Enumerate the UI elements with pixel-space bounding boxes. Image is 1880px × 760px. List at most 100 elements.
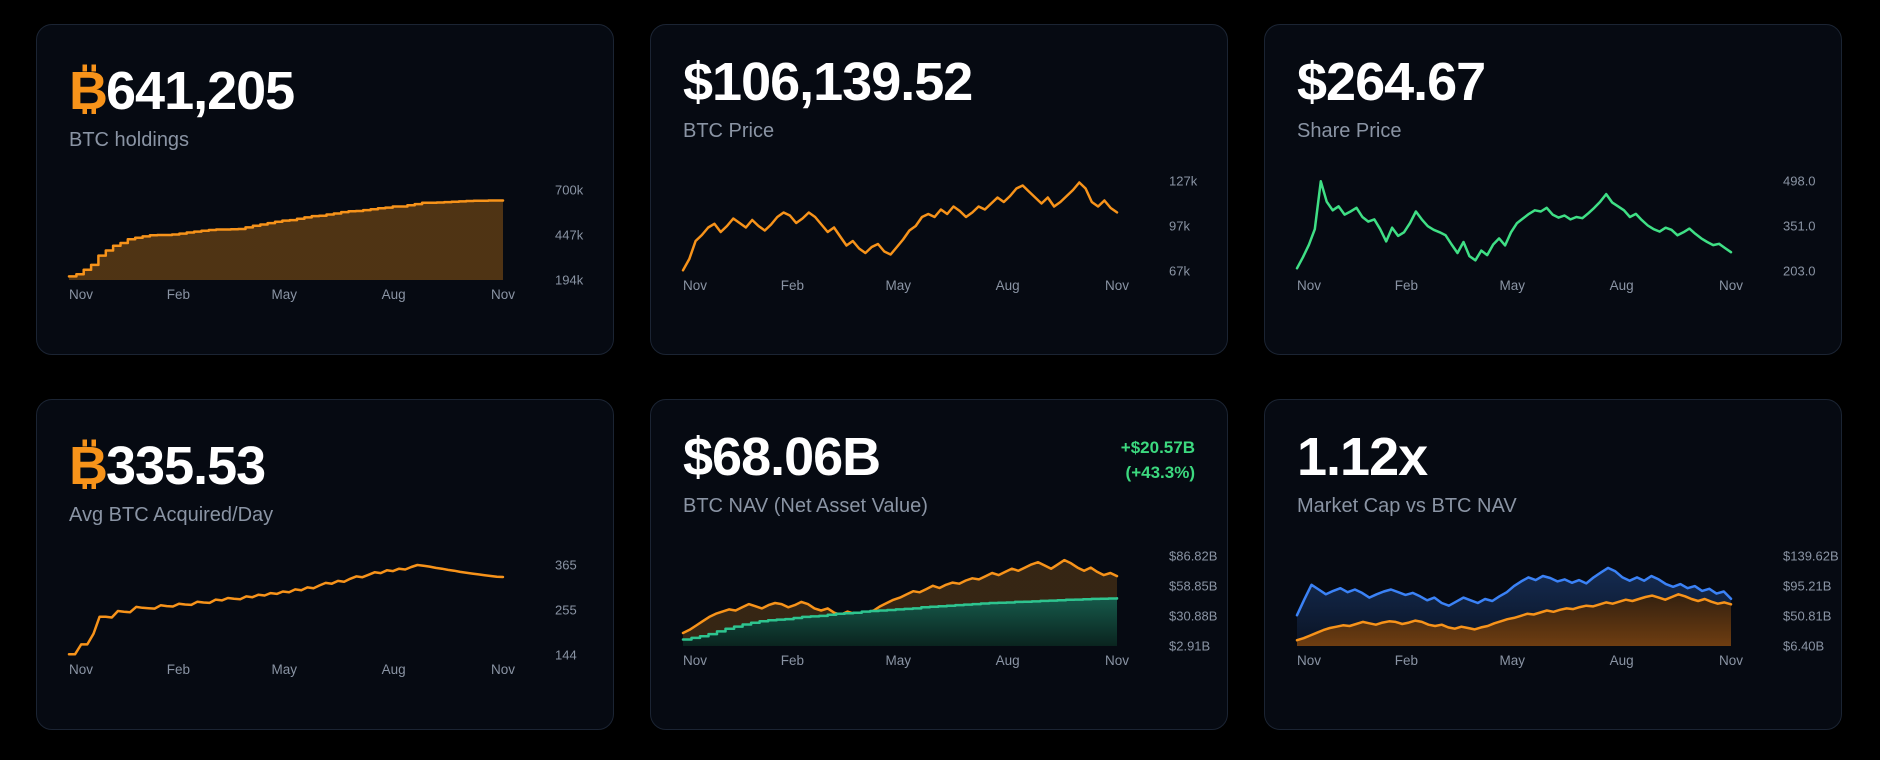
x-axis-label: Feb bbox=[166, 662, 190, 678]
share-price-chart: 498.0 351.0 203.0 Nov Feb May Aug Nov bbox=[1295, 175, 1816, 294]
nav-delta-value: +$20.57B bbox=[1120, 438, 1195, 457]
x-axis-label: Aug bbox=[995, 278, 1020, 294]
y-axis-label: 255 bbox=[555, 602, 577, 618]
x-axis-label: May bbox=[1499, 653, 1526, 669]
btc-nav-plot bbox=[681, 556, 1119, 647]
y-axis: 700k 447k 194k bbox=[555, 184, 635, 287]
y-axis-label: $50.81B bbox=[1783, 608, 1832, 624]
stat-value: 641,205 bbox=[106, 61, 295, 121]
stat-value: 1.12x bbox=[1297, 427, 1428, 487]
y-axis: 127k 97k 67k bbox=[1169, 175, 1249, 278]
stat-value: $106,139.52 bbox=[683, 52, 973, 112]
y-axis-label: 97k bbox=[1169, 218, 1190, 234]
svg-text:B: B bbox=[69, 436, 107, 496]
x-axis-label: Nov bbox=[1104, 278, 1130, 294]
share-price-value-row: $264.67 bbox=[1297, 51, 1809, 113]
mcap-ratio-value-row: 1.12x bbox=[1297, 426, 1809, 488]
y-axis-label: $30.88B bbox=[1169, 608, 1218, 624]
x-axis-label: Feb bbox=[1394, 278, 1418, 294]
stat-subtitle: BTC holdings bbox=[69, 129, 190, 152]
x-axis-label: Nov bbox=[1718, 653, 1744, 669]
avg-btc-chart: 365 255 144 Nov Feb May Aug Nov bbox=[67, 559, 581, 678]
x-axis-label: May bbox=[885, 653, 912, 669]
card-avg-btc-acquired: B 335.53 Avg BTC Acquired/Day 365 255 144 … bbox=[36, 399, 614, 730]
btc-price-chart: 127k 97k 67k Nov Feb May Aug Nov bbox=[681, 175, 1197, 294]
stat-value: $264.67 bbox=[1297, 52, 1486, 112]
card-btc-nav: $68.06B +$20.57B (+43.3%) BTC NAV (Net A… bbox=[650, 399, 1228, 730]
stat-subtitle: BTC NAV (Net Asset Value) bbox=[683, 495, 928, 518]
x-axis-label: Aug bbox=[1609, 278, 1634, 294]
y-axis-label: 365 bbox=[555, 557, 577, 573]
y-axis-label: 498.0 bbox=[1783, 173, 1816, 189]
y-axis-label: 447k bbox=[555, 227, 584, 243]
x-axis-label: Feb bbox=[780, 653, 804, 669]
y-axis: 498.0 351.0 203.0 bbox=[1783, 175, 1863, 278]
y-axis-label: 127k bbox=[1169, 173, 1198, 189]
x-axis-label: May bbox=[1499, 278, 1526, 294]
y-axis-label: 67k bbox=[1169, 263, 1190, 279]
y-axis-label: 144 bbox=[555, 647, 577, 663]
card-btc-holdings: B 641,205 BTC holdings 700k 447k 194k Nov F… bbox=[36, 24, 614, 355]
btc-price-value-row: $106,139.52 bbox=[683, 51, 1195, 113]
card-btc-price: $106,139.52 BTC Price 127k 97k 67k Nov Feb M… bbox=[650, 24, 1228, 355]
y-axis-label: $139.62B bbox=[1783, 548, 1839, 564]
x-axis-label: Aug bbox=[1609, 653, 1634, 669]
x-axis: Nov Feb May Aug Nov bbox=[683, 653, 1129, 669]
y-axis-label: $2.91B bbox=[1169, 638, 1211, 654]
y-axis-label: 194k bbox=[555, 272, 584, 288]
card-share-price: $264.67 Share Price 498.0 351.0 203.0 Nov F… bbox=[1264, 24, 1842, 355]
x-axis-label: Nov bbox=[683, 278, 708, 294]
x-axis-label: Feb bbox=[780, 278, 804, 294]
y-axis-label: $58.85B bbox=[1169, 578, 1218, 594]
x-axis-label: Feb bbox=[1394, 653, 1418, 669]
x-axis-label: Nov bbox=[1718, 278, 1744, 294]
stat-subtitle: Market Cap vs BTC NAV bbox=[1297, 495, 1517, 518]
x-axis: Nov Feb May Aug Nov bbox=[69, 662, 515, 678]
share-price-plot bbox=[1295, 180, 1733, 271]
nav-delta-percent: (+43.3%) bbox=[1125, 462, 1195, 482]
stat-value: 335.53 bbox=[106, 436, 266, 496]
y-axis: $139.62B $95.21B $50.81B $6.40B bbox=[1783, 550, 1863, 653]
stat-value: $68.06B bbox=[683, 427, 881, 487]
btc-holdings-chart: 700k 447k 194k Nov Feb May Aug Nov bbox=[67, 184, 583, 303]
y-axis-label: 203.0 bbox=[1783, 263, 1816, 279]
x-axis-label: Nov bbox=[490, 662, 516, 678]
nav-delta-badge: +$20.57B (+43.3%) bbox=[1121, 436, 1195, 485]
avg-btc-value-row: B 335.53 bbox=[69, 426, 581, 497]
x-axis-label: May bbox=[271, 662, 298, 678]
btc-nav-value-row: $68.06B bbox=[683, 426, 1195, 488]
x-axis-label: Aug bbox=[381, 662, 406, 678]
x-axis-label: Nov bbox=[69, 287, 94, 303]
stat-subtitle: Share Price bbox=[1297, 120, 1402, 143]
mcap-vs-nav-chart: $139.62B $95.21B $50.81B $6.40B Nov Feb May Au… bbox=[1295, 550, 1839, 669]
btc-holdings-plot bbox=[67, 190, 505, 281]
x-axis-label: Nov bbox=[490, 287, 516, 303]
x-axis-label: Feb bbox=[166, 287, 190, 303]
x-axis-label: Nov bbox=[1297, 278, 1322, 294]
x-axis-label: Nov bbox=[1297, 653, 1322, 669]
x-axis-label: Aug bbox=[381, 287, 406, 303]
y-axis-label: 351.0 bbox=[1783, 218, 1816, 234]
y-axis-label: 700k bbox=[555, 182, 584, 198]
btc-symbol-icon: B bbox=[69, 61, 108, 121]
stat-subtitle: Avg BTC Acquired/Day bbox=[69, 504, 274, 527]
x-axis: Nov Feb May Aug Nov bbox=[1297, 653, 1743, 669]
x-axis-label: Nov bbox=[69, 662, 94, 678]
y-axis: 365 255 144 bbox=[555, 559, 635, 662]
x-axis-label: Aug bbox=[995, 653, 1020, 669]
btc-holdings-value-row: B 641,205 bbox=[69, 51, 581, 122]
x-axis: Nov Feb May Aug Nov bbox=[69, 287, 515, 303]
y-axis-label: $95.21B bbox=[1783, 578, 1832, 594]
btc-nav-chart: $86.82B $58.85B $30.88B $2.91B Nov Feb May Aug… bbox=[681, 550, 1217, 669]
mcap-vs-nav-plot bbox=[1295, 556, 1733, 647]
x-axis-label: May bbox=[271, 287, 298, 303]
stat-subtitle: BTC Price bbox=[683, 120, 775, 143]
x-axis-label: May bbox=[885, 278, 912, 294]
btc-symbol-icon: B bbox=[69, 436, 108, 496]
y-axis-label: $86.82B bbox=[1169, 548, 1218, 564]
svg-text:B: B bbox=[69, 61, 107, 121]
y-axis: $86.82B $58.85B $30.88B $2.91B bbox=[1169, 550, 1249, 653]
x-axis-label: Nov bbox=[1104, 653, 1130, 669]
x-axis-label: Nov bbox=[683, 653, 708, 669]
